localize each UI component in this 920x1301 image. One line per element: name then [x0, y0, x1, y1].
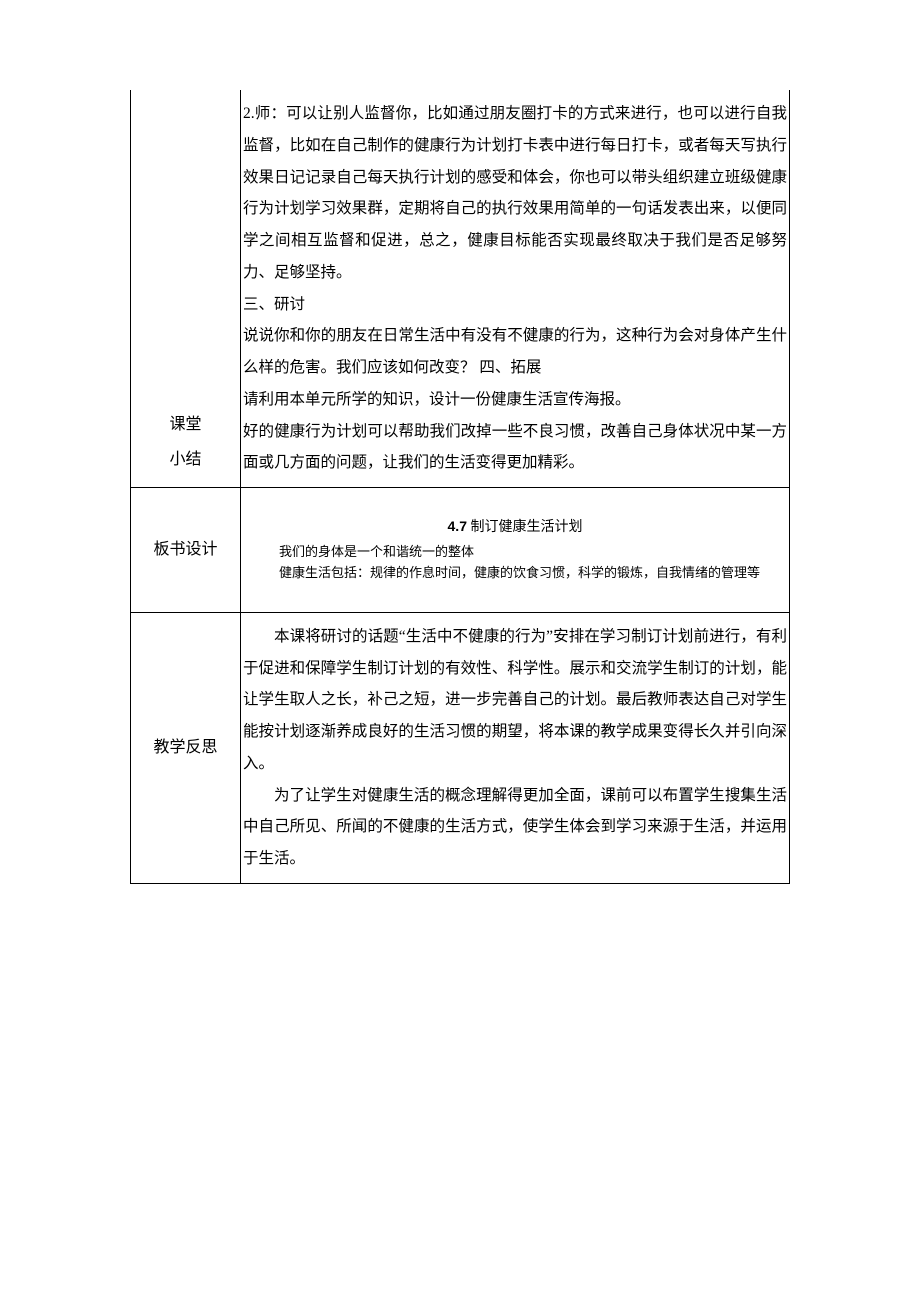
reflection-content: 本课将研讨的话题“生活中不健康的行为”安排在学习制订计划前进行，有利于促进和保障… [241, 612, 790, 883]
summary-label: 课堂 小结 [131, 90, 241, 488]
summary-row: 课堂 小结 2.师：可以让别人监督你，比如通过朋友圈打卡的方式来进行，也可以进行… [131, 90, 790, 488]
board-line1: 我们的身体是一个和谐统一的整体 [279, 542, 779, 563]
reflection-row: 教学反思 本课将研讨的话题“生活中不健康的行为”安排在学习制订计划前进行，有利于… [131, 612, 790, 883]
board-title-text: 制订健康生活计划 [467, 520, 583, 535]
board-title: 4.7 制订健康生活计划 [243, 516, 787, 542]
reflection-label: 教学反思 [131, 612, 241, 883]
board-body: 我们的身体是一个和谐统一的整体 健康生活包括：规律的作息时间，健康的饮食习惯，科… [243, 542, 787, 584]
board-line2: 健康生活包括：规律的作息时间，健康的饮食习惯，科学的锻炼，自我情绪的管理等 [279, 563, 779, 584]
lesson-plan-table: 课堂 小结 2.师：可以让别人监督你，比如通过朋友圈打卡的方式来进行，也可以进行… [130, 90, 790, 884]
reflection-p1: 本课将研讨的话题“生活中不健康的行为”安排在学习制订计划前进行，有利于促进和保障… [243, 621, 787, 780]
summary-label-line1: 课堂 [133, 407, 238, 442]
summary-p5: 好的健康行为计划可以帮助我们改掉一些不良习惯，改善自己身体状况中某一方面或几方面… [243, 416, 787, 480]
summary-p1: 2.师：可以让别人监督你，比如通过朋友圈打卡的方式来进行，也可以进行自我监督，比… [243, 98, 787, 289]
summary-p2: 三、研讨 [243, 289, 787, 321]
summary-content: 2.师：可以让别人监督你，比如通过朋友圈打卡的方式来进行，也可以进行自我监督，比… [241, 90, 790, 488]
board-design-row: 板书设计 4.7 制订健康生活计划 我们的身体是一个和谐统一的整体 健康生活包括… [131, 488, 790, 613]
board-design-label: 板书设计 [131, 488, 241, 613]
summary-label-line2: 小结 [133, 442, 238, 477]
reflection-p2: 为了让学生对健康生活的概念理解得更加全面，课前可以布置学生搜集生活中自己所见、所… [243, 780, 787, 875]
summary-p4: 请利用本单元所学的知识，设计一份健康生活宣传海报。 [243, 384, 787, 416]
board-title-number: 4.7 [448, 518, 467, 534]
board-design-content: 4.7 制订健康生活计划 我们的身体是一个和谐统一的整体 健康生活包括：规律的作… [241, 488, 790, 613]
summary-p3: 说说你和你的朋友在日常生活中有没有不健康的行为，这种行为会对身体产生什么样的危害… [243, 320, 787, 384]
